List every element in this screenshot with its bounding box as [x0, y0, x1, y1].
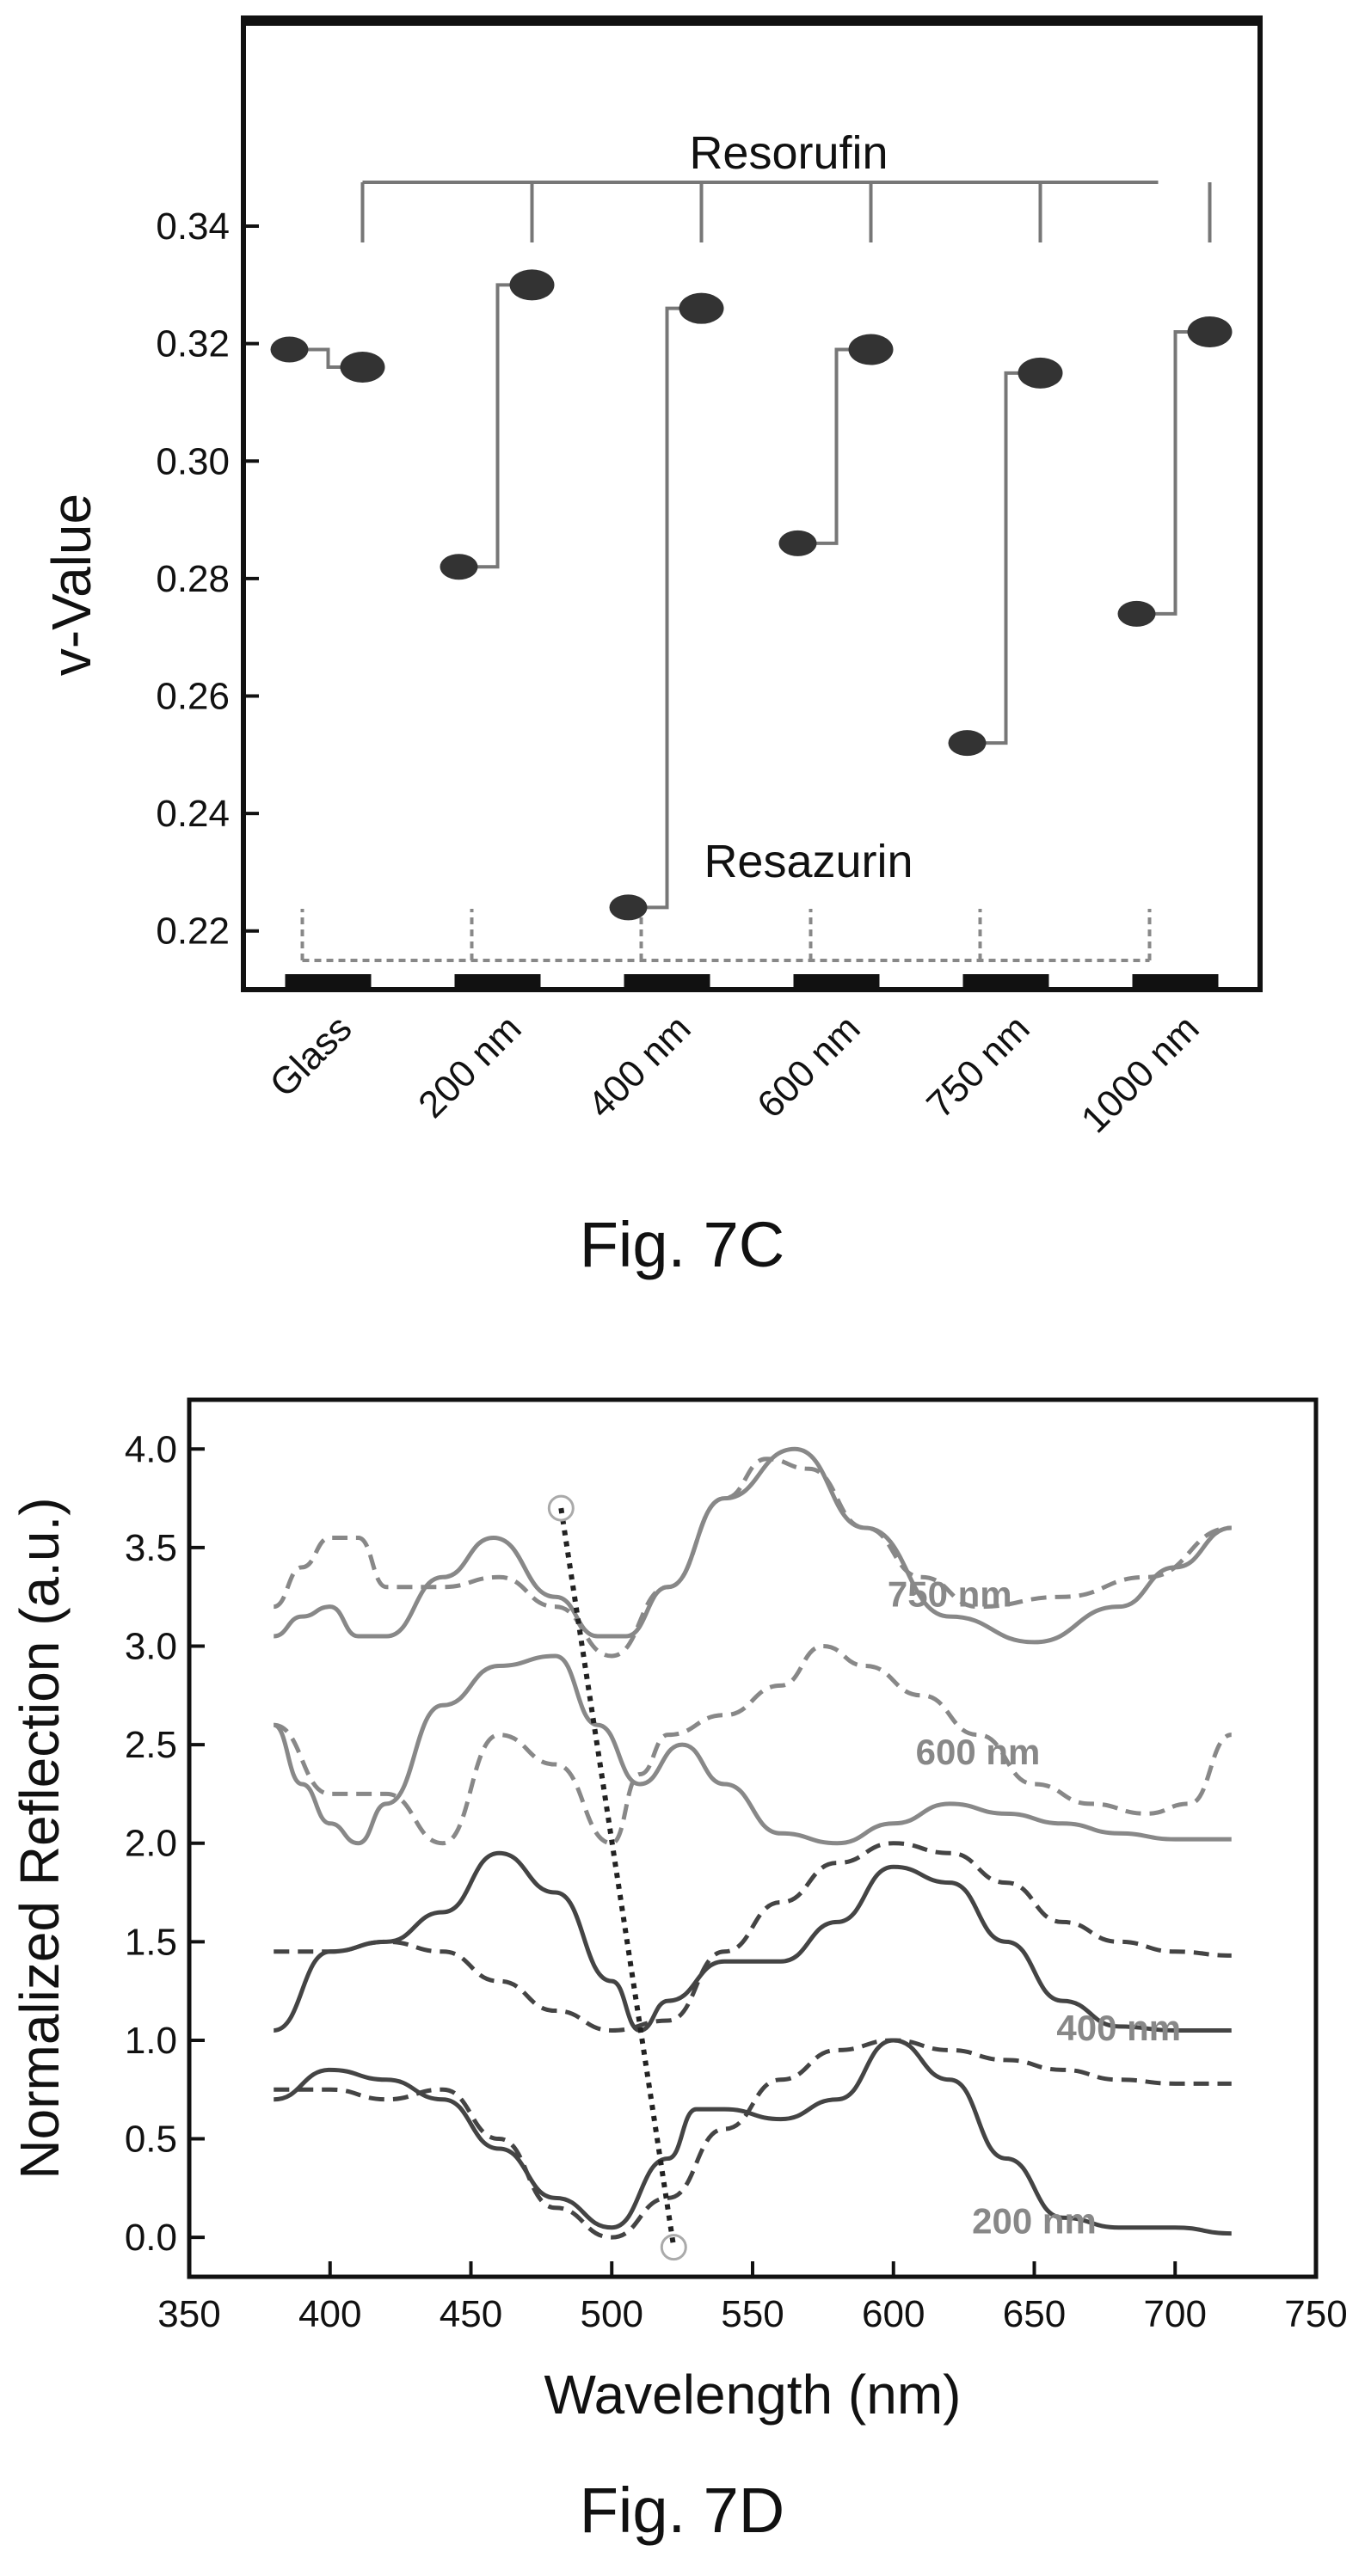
- fig-7d-y-axis: 0.0 0.5 1.0 1.5 2.0 2.5 3.0 3.5 4.0: [125, 1428, 205, 2259]
- y-tick-label: 3.0: [125, 1626, 177, 1668]
- reflection-curve: [558, 1507, 677, 2248]
- x-tick-label: 500: [581, 2293, 643, 2335]
- reflection-curve: [273, 1644, 1233, 1846]
- fig-7c-y-axis-label: v-Value: [40, 494, 102, 676]
- x-tick-label: 450: [440, 2293, 502, 2335]
- resorufin-point: [1187, 316, 1233, 348]
- connector-line: [458, 283, 532, 569]
- x-tick-label: 750: [1284, 2293, 1347, 2335]
- x-tick-label: 700: [1144, 2293, 1207, 2335]
- fig-7d-chart: 0.0 0.5 1.0 1.5 2.0 2.5 3.0 3.5 4.0 350 400 450 500…: [9, 1397, 1348, 2546]
- reflection-curve: [273, 1457, 1232, 1659]
- y-tick-label: 0.26: [156, 675, 230, 717]
- x-tick-label: 750 nm: [919, 1007, 1037, 1125]
- x-tick-bar: [793, 974, 880, 988]
- resazurin-point: [948, 730, 987, 757]
- x-tick-label: 600 nm: [749, 1007, 868, 1125]
- y-tick-label: 0.0: [125, 2217, 177, 2259]
- fig-7d-curve-labels: 200 nm 400 nm 600 nm 750 nm: [888, 1574, 1181, 2242]
- x-tick-bar: [624, 974, 710, 988]
- y-tick-label: 1.5: [125, 1921, 177, 1963]
- x-tick-label: 550: [721, 2293, 784, 2335]
- reflection-curve: [274, 1841, 1232, 2033]
- resazurin-label: Resazurin: [704, 836, 913, 887]
- reflection-curve: [274, 2038, 1232, 2236]
- resazurin-point: [778, 530, 817, 556]
- y-tick-label: 2.0: [125, 1823, 177, 1865]
- curve-label: 600 nm: [916, 1732, 1041, 1772]
- resazurin-point: [1117, 600, 1156, 627]
- x-tick-label: 400: [298, 2293, 361, 2335]
- curve-label: 200 nm: [972, 2201, 1097, 2242]
- fig-7c-caption: Fig. 7C: [580, 1209, 785, 1280]
- fig-7d-curves: [273, 1446, 1233, 2261]
- x-tick-label: 1000 nm: [1073, 1007, 1208, 1141]
- x-tick-label: 600: [862, 2293, 925, 2335]
- curve-label: 750 nm: [888, 1574, 1012, 1615]
- resorufin-point: [509, 269, 555, 301]
- connector-line: [628, 306, 702, 910]
- resorufin-label: Resorufin: [689, 127, 888, 179]
- fig-7c-y-axis: 0.22 0.24 0.26 0.28 0.30 0.32 0.34: [156, 205, 259, 953]
- x-tick-bar: [285, 974, 372, 988]
- reflection-curve: [273, 1446, 1232, 1645]
- curve-label: 400 nm: [1056, 2008, 1181, 2048]
- y-tick-label: 1.0: [125, 2020, 177, 2062]
- fig-7c-brackets: [300, 181, 1212, 962]
- fig-7c-x-axis: Glass 200 nm 400 nm 600 nm 750 nm 1000 nm: [261, 974, 1219, 1141]
- reflection-curve: [273, 1653, 1232, 1846]
- connector-line: [797, 347, 871, 545]
- fig-7d-caption: Fig. 7D: [580, 2475, 785, 2546]
- resorufin-point: [848, 334, 894, 365]
- x-tick-bar: [962, 974, 1049, 988]
- resorufin-point: [1018, 357, 1063, 389]
- fig-7c-connectors: [289, 283, 1210, 910]
- y-tick-label: 2.5: [125, 1724, 177, 1766]
- fig-7c-points: [270, 269, 1233, 921]
- connector-line: [967, 371, 1041, 745]
- y-tick-label: 0.34: [156, 205, 230, 248]
- y-tick-label: 4.0: [125, 1428, 177, 1470]
- reflection-curve: [274, 2038, 1232, 2240]
- y-tick-label: 0.32: [156, 323, 230, 365]
- y-tick-label: 0.30: [156, 440, 230, 482]
- fig-7d-x-axis: 350 400 450 500 550 600 650 700 750: [157, 2261, 1348, 2335]
- x-tick-bar: [1132, 974, 1219, 988]
- resorufin-point: [679, 292, 724, 324]
- trend-endpoint-marker: [547, 1494, 575, 1522]
- x-tick-bar: [454, 974, 541, 988]
- fig-7d-y-axis-label: Normalized Reflection (a.u.): [9, 1497, 71, 2179]
- resazurin-point: [270, 336, 309, 363]
- x-tick-label: 650: [1003, 2293, 1066, 2335]
- x-tick-label: Glass: [261, 1007, 360, 1105]
- resazurin-point: [440, 554, 478, 580]
- resorufin-point: [340, 351, 385, 383]
- fig-7d-x-axis-label: Wavelength (nm): [544, 2364, 962, 2426]
- reflection-curve: [273, 1850, 1232, 2033]
- x-tick-label: 200 nm: [410, 1007, 529, 1125]
- x-tick-label: 350: [157, 2293, 220, 2335]
- y-tick-label: 3.5: [125, 1527, 177, 1569]
- y-tick-label: 0.28: [156, 558, 230, 600]
- connector-line: [1136, 330, 1210, 616]
- trend-endpoint-marker: [660, 2234, 687, 2261]
- x-tick-label: 400 nm: [580, 1007, 698, 1125]
- y-tick-label: 0.24: [156, 793, 230, 835]
- fig-7c-chart: 0.22 0.24 0.26 0.28 0.30 0.32 0.34 Glass 200 nm…: [40, 15, 1263, 1280]
- resazurin-point: [609, 894, 648, 921]
- y-tick-label: 0.5: [125, 2119, 177, 2161]
- y-tick-label: 0.22: [156, 911, 230, 953]
